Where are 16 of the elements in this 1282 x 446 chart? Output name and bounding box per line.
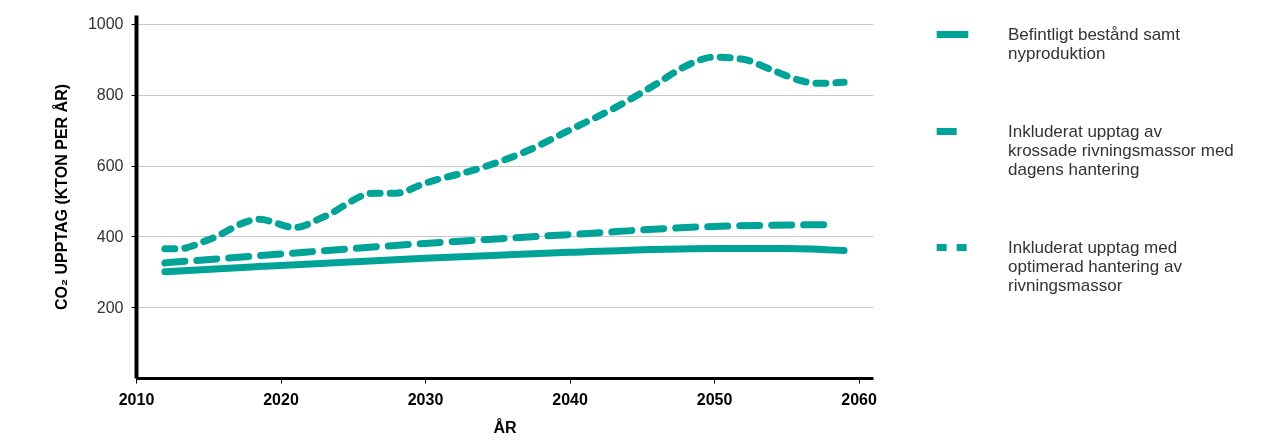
y-tick-label: 600 bbox=[96, 157, 124, 175]
y-tick-label: 1000 bbox=[87, 15, 124, 33]
x-tick-label: 2060 bbox=[841, 390, 877, 408]
y-tick-label: 800 bbox=[96, 86, 124, 104]
y-tick-label: 400 bbox=[96, 227, 124, 245]
x-tick-label: 2010 bbox=[118, 390, 155, 408]
legend-label: Inkluderat upptag av krossade rivningsmassor med dagens hantering bbox=[1008, 121, 1234, 179]
x-tick-label: 2020 bbox=[263, 390, 299, 408]
x-tick-label: 2050 bbox=[696, 390, 733, 408]
y-tick-label: 200 bbox=[96, 298, 124, 316]
legend-label: Befintligt bestånd samt nyproduktion bbox=[1008, 24, 1181, 63]
x-tick-label: 2040 bbox=[552, 390, 588, 408]
x-tick-label: 2030 bbox=[407, 390, 444, 408]
legend-label: Inkluderat upptag med optimerad hantering av rivningsmassor bbox=[1008, 237, 1183, 295]
y-axis-title: CO₂ UPPTAG (KTON PER ÅR) bbox=[51, 83, 70, 311]
x-axis-title: ÅR bbox=[493, 417, 517, 436]
